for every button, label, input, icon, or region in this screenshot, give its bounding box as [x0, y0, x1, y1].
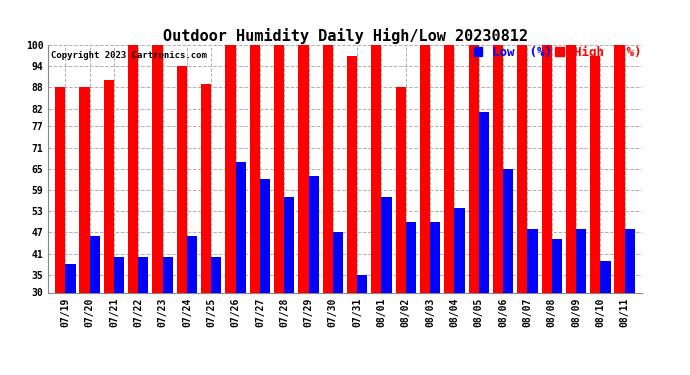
Bar [576, 229, 586, 292]
Bar [66, 264, 75, 292]
Bar [542, 45, 552, 292]
Title: Outdoor Humidity Daily High/Low 20230812: Outdoor Humidity Daily High/Low 20230812 [163, 28, 527, 44]
Bar [469, 45, 479, 292]
Bar [347, 56, 357, 292]
Bar [615, 45, 624, 292]
Bar [503, 169, 513, 292]
Bar [371, 45, 382, 292]
Bar [382, 197, 392, 292]
Bar [308, 176, 319, 292]
Bar [357, 275, 367, 292]
Bar [323, 45, 333, 292]
Bar [90, 236, 100, 292]
Bar [104, 80, 114, 292]
Text: Copyright 2023 Cartronics.com: Copyright 2023 Cartronics.com [51, 51, 207, 60]
Bar [590, 56, 600, 292]
Bar [455, 208, 464, 292]
Bar [518, 45, 527, 292]
Bar [79, 87, 90, 292]
Bar [226, 45, 235, 292]
Bar [177, 66, 187, 292]
Bar [624, 229, 635, 292]
Bar [211, 257, 221, 292]
Bar [128, 45, 138, 292]
Bar [138, 257, 148, 292]
Bar [298, 45, 308, 292]
Bar [163, 257, 172, 292]
Bar [333, 232, 343, 292]
Bar [187, 236, 197, 292]
Bar [493, 45, 503, 292]
Bar [201, 84, 211, 292]
Bar [55, 87, 66, 292]
Bar [274, 45, 284, 292]
Bar [479, 112, 489, 292]
Bar [552, 240, 562, 292]
Bar [566, 45, 576, 292]
Bar [430, 222, 440, 292]
Bar [284, 197, 295, 292]
Bar [600, 261, 611, 292]
Bar [420, 45, 430, 292]
Bar [444, 45, 455, 292]
Bar [152, 45, 163, 292]
Bar [250, 45, 260, 292]
Bar [406, 222, 416, 292]
Bar [395, 87, 406, 292]
Bar [235, 162, 246, 292]
Bar [114, 257, 124, 292]
Bar [527, 229, 538, 292]
Bar [260, 179, 270, 292]
Legend: Low  (%), High  (%): Low (%), High (%) [473, 46, 641, 59]
